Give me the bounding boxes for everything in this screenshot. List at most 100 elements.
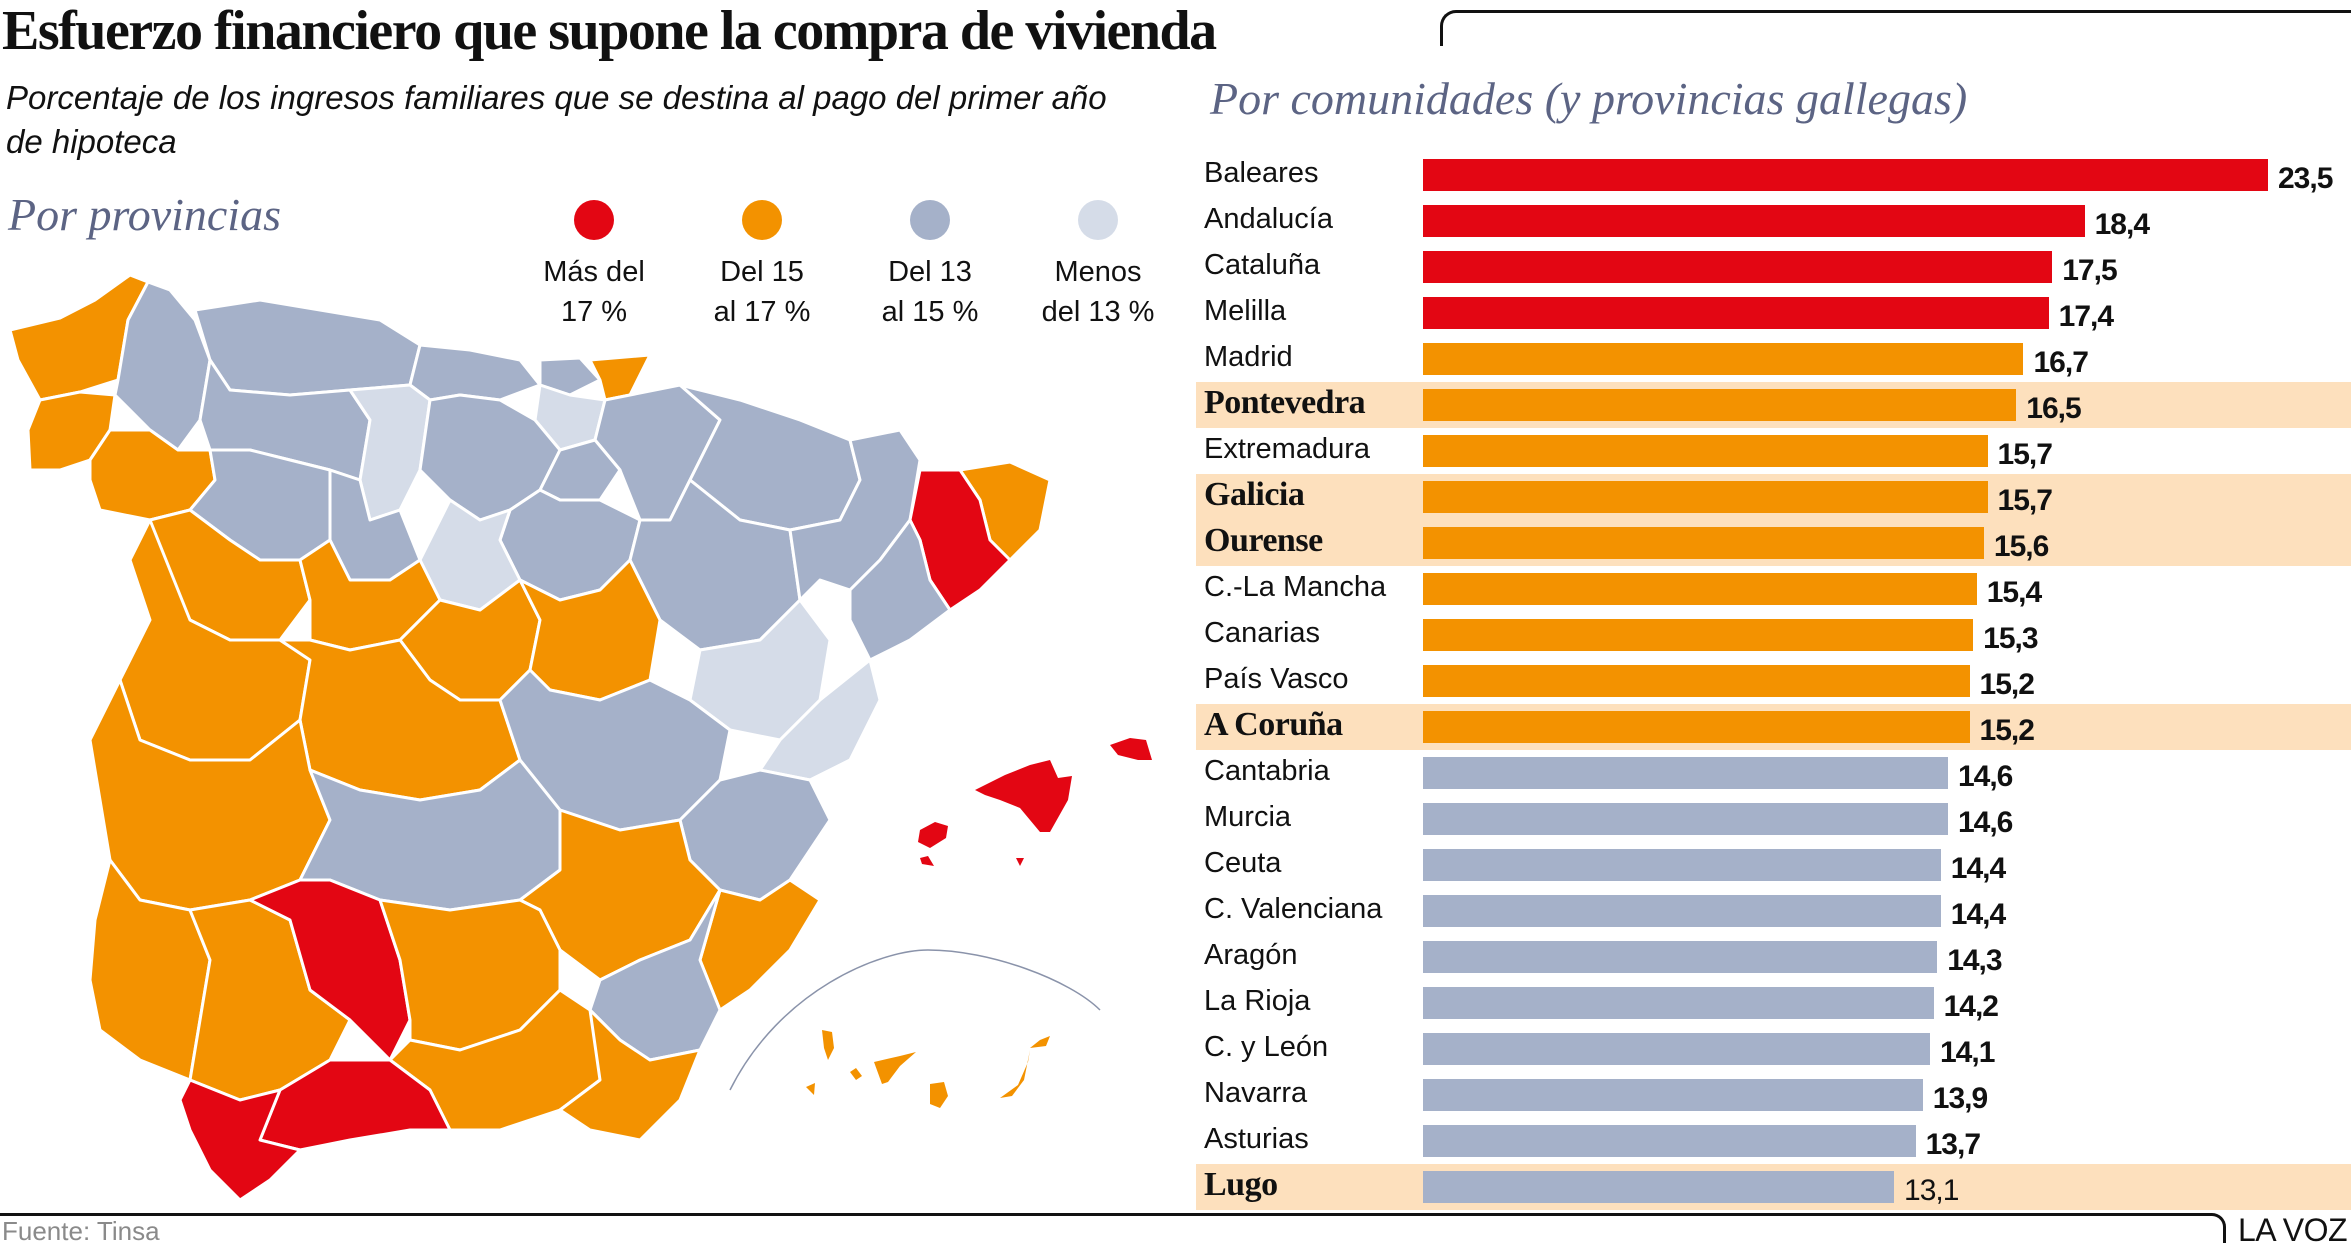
bar [1423,527,1984,559]
province-almeria [558,1008,702,1142]
category-label: Murcia [1204,801,1292,833]
category-label: Aragón [1204,939,1298,971]
island-mallorca [975,760,1072,832]
island-formentera [920,856,934,866]
island-ibiza [918,822,948,848]
province-tarragona [848,518,952,662]
bar [1423,251,2053,283]
chart-title: Esfuerzo financiero que supone la compra… [2,0,1217,62]
bar-value-label: 15,7 [1997,438,2053,471]
bar [1423,297,2049,329]
island-menorca [1110,738,1152,760]
category-label: C.-La Mancha [1204,571,1387,603]
bar [1423,711,1970,743]
category-label: Andalucía [1204,203,1333,235]
canarias-inset-arc [729,949,1101,1091]
bar [1423,895,1941,927]
brand-logo: LA VOZ [2237,1212,2348,1248]
legend-label: Del 15 al 17 % [713,256,811,328]
bar-value-label: 15,6 [1993,530,2049,563]
legend-item-over-17: Más del 17 % [510,200,678,332]
bar [1423,1033,1930,1065]
category-label: Melilla [1204,295,1287,327]
island-gran-canaria [930,1082,948,1108]
island-fuerteventura [1000,1050,1030,1098]
category-label: Pontevedra [1204,384,1366,421]
bar [1423,1171,1895,1203]
bar-value-label: 17,4 [2058,300,2114,333]
bar [1423,665,1970,697]
red-dot-icon [574,200,614,240]
blue-gray-dot-icon [910,200,950,240]
bar-value-label: 14,2 [1943,990,1999,1023]
bar-value-label: 15,3 [1983,622,2038,655]
category-label: Lugo [1204,1166,1278,1203]
island-lanzarote [1030,1036,1050,1048]
title-rule-divider [1440,10,2351,46]
bar-value-label: 14,6 [1957,806,2013,839]
category-label: Extremadura [1204,433,1371,465]
map-section-title: Por provincias [8,189,281,240]
bar-value-label: 13,9 [1932,1082,1988,1115]
province-cadiz [178,1078,302,1202]
bar-value-label: 17,5 [2062,254,2117,287]
bar-value-label: 14,3 [1947,944,2002,977]
orange-dot-icon [742,200,782,240]
bar [1423,849,1941,881]
province-lleida [788,428,922,602]
footer-rule-divider [0,1213,2226,1243]
island-tenerife [874,1052,916,1084]
legend-item-under-13: Menos del 13 % [1014,200,1182,332]
bar [1423,343,2024,375]
bar-value-label: 15,2 [1979,714,2035,747]
category-label: Baleares [1204,157,1319,189]
bar [1423,941,1938,973]
category-label: País Vasco [1204,663,1349,695]
bar-value-label: 14,1 [1940,1036,1995,1069]
category-label: C. y León [1204,1031,1329,1063]
bar [1423,573,1977,605]
category-label: Ceuta [1204,847,1282,879]
island-el-hierro [806,1083,815,1095]
bar [1423,481,1988,513]
bar [1423,757,1948,789]
category-label: Ourense [1204,522,1323,559]
bar [1423,159,2268,191]
category-label: La Rioja [1204,985,1311,1017]
canarias-islands [806,1030,1050,1108]
category-label: Galicia [1204,476,1305,513]
bar [1423,389,2017,421]
legend-item-13-15: Del 13 al 15 % [846,200,1014,332]
light-gray-dot-icon [1078,200,1118,240]
category-label: Navarra [1204,1077,1308,1109]
category-label: Cataluña [1204,249,1321,281]
category-label: A Coruña [1204,706,1343,743]
bar-value-label: 23,5 [2278,162,2333,195]
bar-value-label: 16,7 [2033,346,2088,379]
source-credit: Fuente: Tinsa [2,1216,160,1246]
category-label: Cantabria [1204,755,1330,787]
bar [1423,803,1948,835]
bar [1423,1125,1916,1157]
province-bizkaia [538,356,602,397]
island-la-gomera [850,1068,862,1080]
bar-value-label: 16,5 [2026,392,2081,425]
bar-value-label: 15,2 [1979,668,2035,701]
spain-province-map [8,273,1152,1202]
category-label: Madrid [1204,341,1293,373]
bar-value-label: 15,4 [1986,576,2042,609]
bar [1423,435,1988,467]
bar-value-label: 14,4 [1950,898,2006,931]
legend-label: Más del 17 % [543,256,645,328]
bar-value-label: 18,4 [2094,208,2150,241]
chart-subtitle: Porcentaje de los ingresos familiares qu… [6,79,1107,160]
category-label: C. Valenciana [1204,893,1383,925]
category-label: Asturias [1204,1123,1309,1155]
bar-value-label: 14,6 [1957,760,2013,793]
bar-section-title: Por comunidades (y provincias gallegas) [1210,73,1968,124]
bar [1423,619,1974,651]
legend-item-15-17: Del 15 al 17 % [678,200,846,332]
bar [1423,205,2085,237]
island-la-palma [822,1030,834,1060]
category-label: Canarias [1204,617,1321,649]
